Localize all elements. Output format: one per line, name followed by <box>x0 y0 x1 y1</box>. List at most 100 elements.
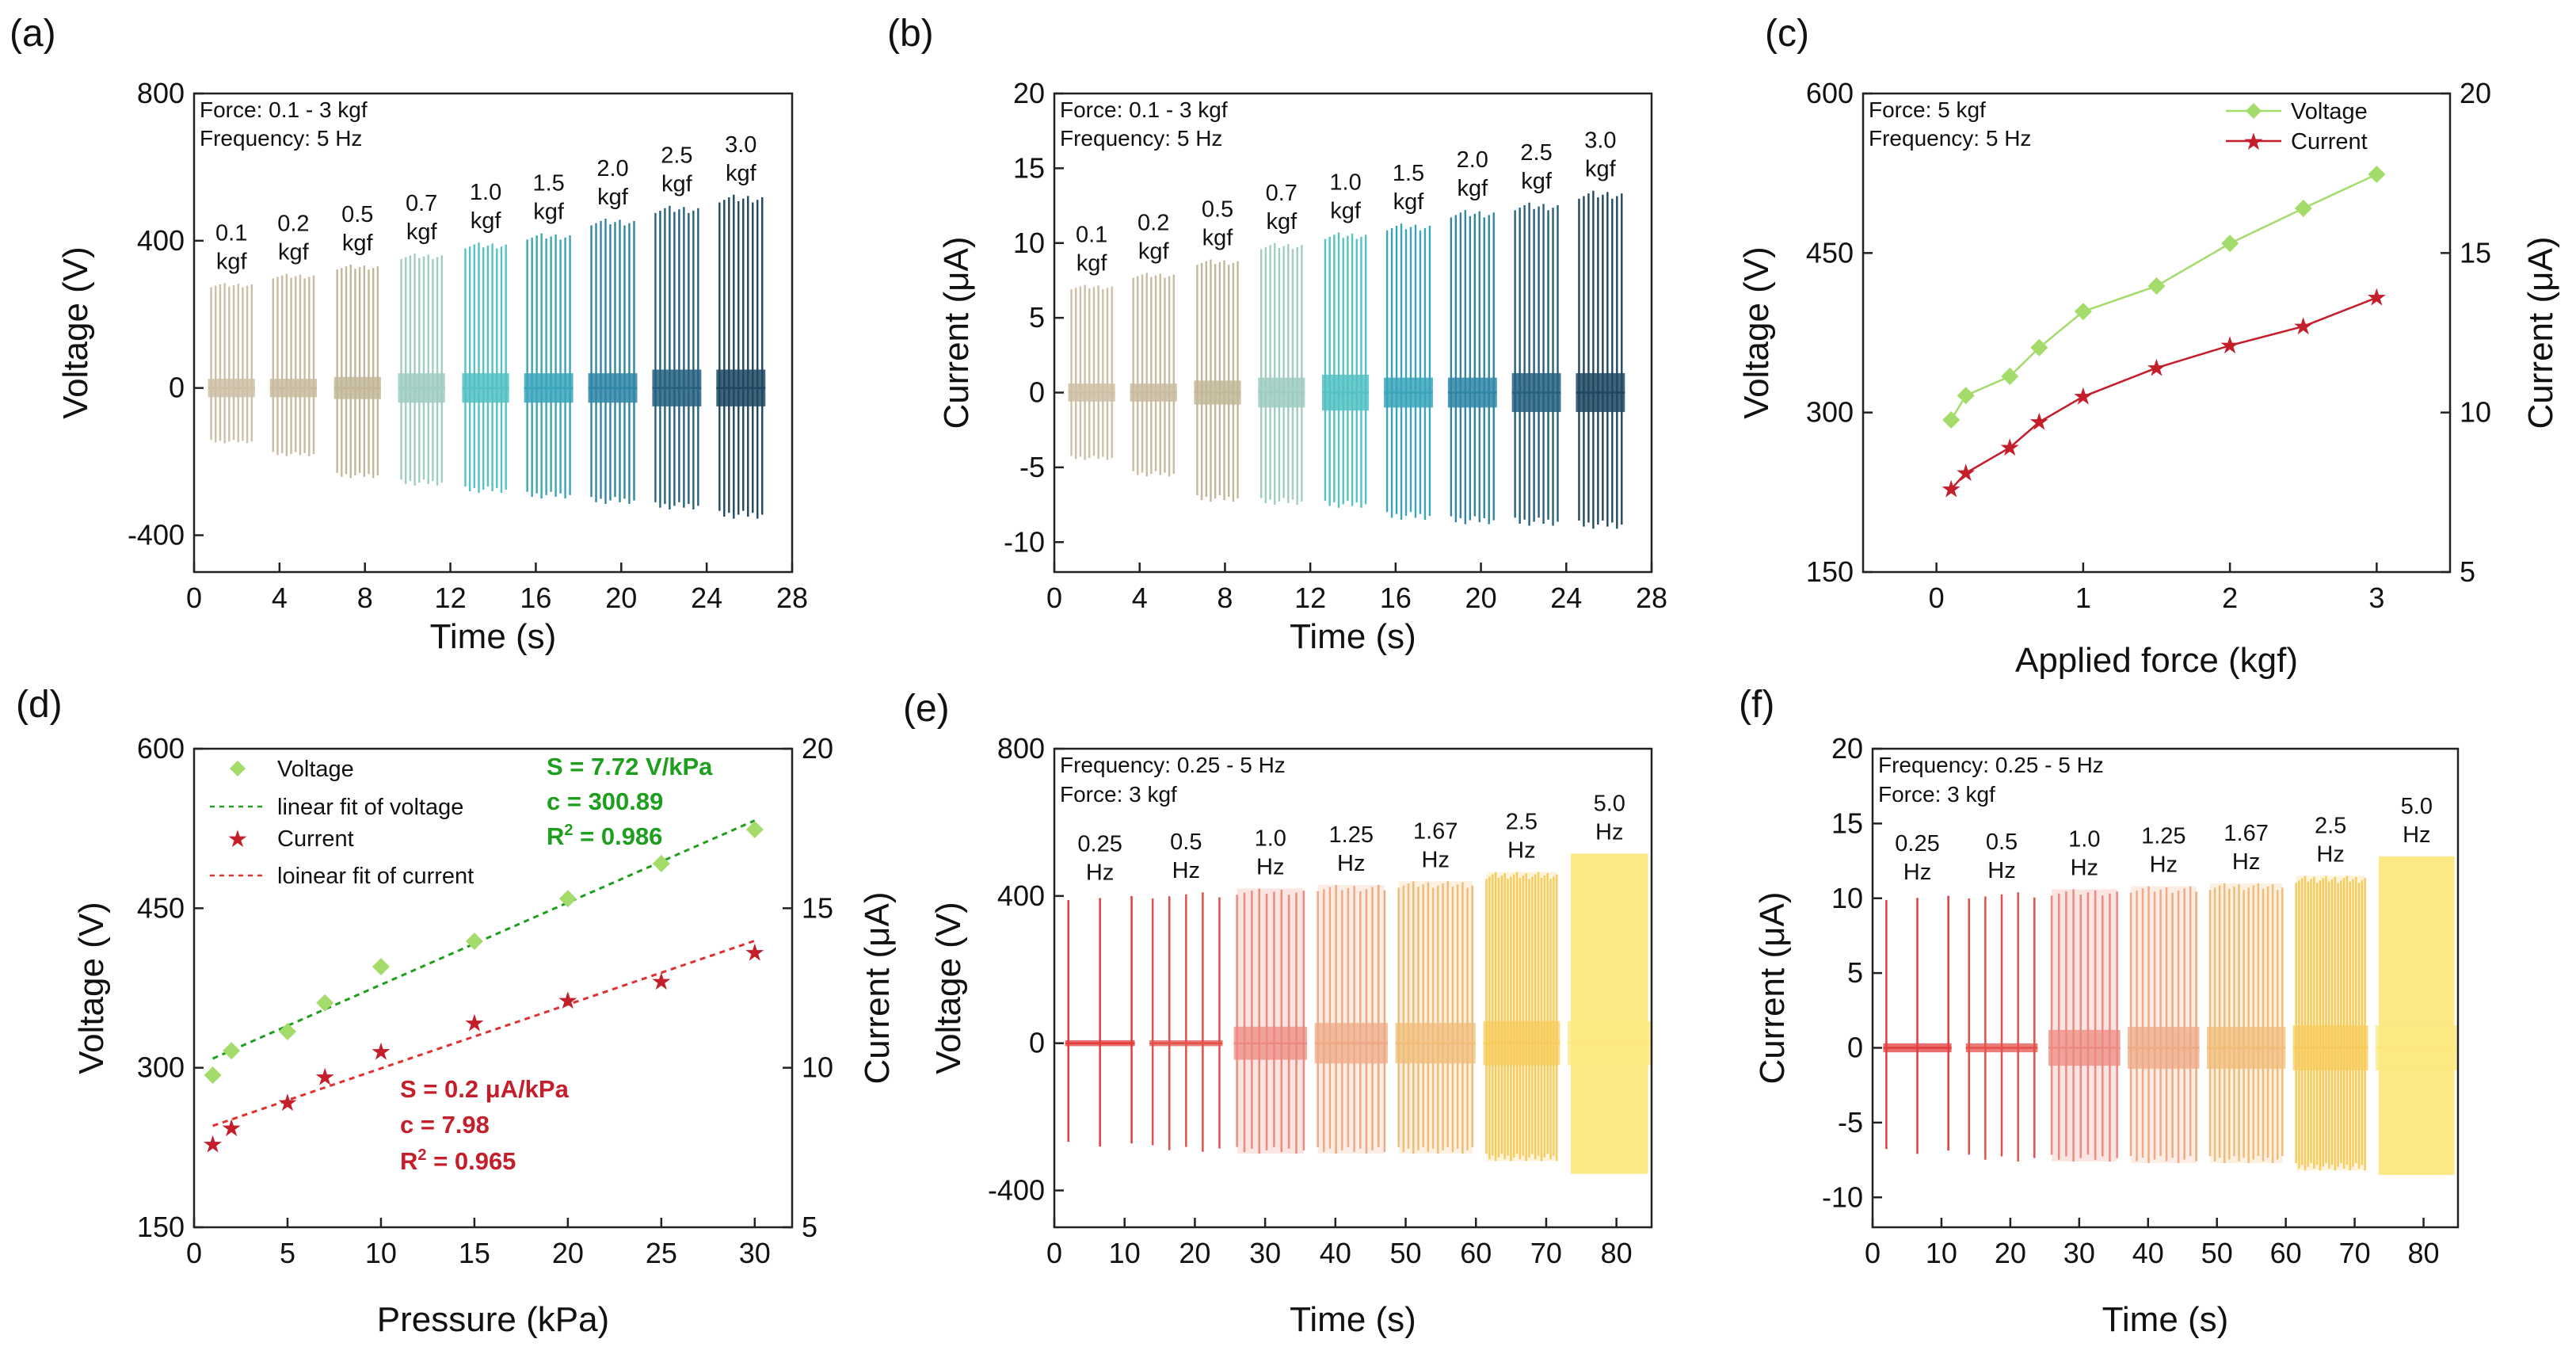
panel-b-label: (b) <box>887 13 934 55</box>
segment-label-value: 1.67 <box>2224 821 2268 846</box>
segment-label-unit: Hz <box>2232 849 2260 875</box>
y-tick-label: 600 <box>137 732 185 765</box>
y-tick-label: 450 <box>1806 236 1854 269</box>
segment-label-value: 2.5 <box>1520 140 1552 166</box>
segment-label-value: 0.5 <box>1986 830 2018 855</box>
signal-segment: 0.5 kgf <box>1194 197 1241 502</box>
x-tick-label: 70 <box>2339 1237 2371 1269</box>
current-point: ★ <box>2072 384 2094 410</box>
y-tick-label: 5 <box>1029 301 1045 334</box>
segment-label-value: 5.0 <box>1594 791 1625 816</box>
segment-label-value: 1.25 <box>2141 824 2185 849</box>
x-tick-label: 4 <box>1132 582 1148 614</box>
panel-b-force-annotation: Force: 0.1 - 3 kgf <box>1060 97 1228 122</box>
x-tick-label: 30 <box>2063 1237 2095 1269</box>
voltage-point <box>372 958 390 976</box>
voltage-point <box>652 854 670 872</box>
y2-tick-label: 20 <box>2460 77 2491 109</box>
current-point: ★ <box>2220 333 2241 359</box>
voltage-point <box>2294 199 2312 217</box>
x-tick-label: 20 <box>1179 1237 1210 1269</box>
segment-label-unit: Hz <box>2150 853 2178 878</box>
signal-segment: 0.2 kgf <box>1130 211 1177 477</box>
panel-a-force-annotation: Force: 0.1 - 3 kgf <box>200 97 368 122</box>
voltage-point <box>223 1042 241 1060</box>
y-tick-label: 10 <box>1013 227 1045 259</box>
x-tick-label: 40 <box>1320 1237 1351 1269</box>
y-tick-label: 0 <box>1029 1027 1045 1059</box>
y2-tick-label: 5 <box>2460 555 2475 588</box>
segment-label-unit: Hz <box>1903 860 1931 885</box>
signal-segment: 1.67 Hz <box>1395 818 1476 1154</box>
panel-c-legend: Voltage ★ Current <box>2226 99 2368 155</box>
segment-label-value: 2.0 <box>1457 147 1488 173</box>
segment-label-value: 1.5 <box>1393 161 1424 186</box>
panel-c-frame <box>1862 92 2452 574</box>
x-tick-label: 1 <box>2075 582 2091 614</box>
panel-a: (a) 0.1 kgf 0.2 kgf 0.5 kgf 0.7 kgf 1.0 kgf 1.5 kgf… <box>10 13 808 656</box>
panel-e-force-annotation: Force: 3 kgf <box>1060 782 1177 807</box>
segment-label-value: 0.5 <box>1202 197 1233 223</box>
segment-label-value: 1.0 <box>470 180 501 205</box>
panel-d-frame <box>192 747 794 1229</box>
signal-segment: 0.25 Hz <box>1883 831 1952 1154</box>
x-tick-label: 8 <box>1217 582 1233 614</box>
signal-segment: 0.5 Hz <box>1149 830 1223 1152</box>
panel-b: (b) 0.1 kgf 0.2 kgf 0.5 kgf 0.7 kgf 1.0 kgf 1.5 kgf… <box>887 13 1667 656</box>
current-point: ★ <box>2292 314 2314 340</box>
signal-envelope <box>2052 889 2117 1162</box>
legend-voltage-fit-label: linear fit of voltage <box>277 795 463 820</box>
panel-f-y-axis-label: Current (μA) <box>1753 892 1792 1085</box>
x-tick-label: 0 <box>1865 1237 1881 1269</box>
segment-label-value: 0.1 <box>1076 223 1107 248</box>
x-tick-label: 10 <box>1926 1237 1957 1269</box>
segment-label-unit: kgf <box>1138 239 1170 265</box>
x-tick-label: 16 <box>520 582 551 614</box>
voltage-fit-r-squared: R2 = 0.986 <box>547 822 662 850</box>
y2-tick-label: 5 <box>802 1211 817 1243</box>
y-tick-label: 600 <box>1806 77 1854 109</box>
signal-block <box>1570 853 1648 1174</box>
signal-segment: 1.25 Hz <box>1314 822 1388 1154</box>
panel-b-plot-marks: 0.1 kgf 0.2 kgf 0.5 kgf 0.7 kgf 1.0 kgf 1.5 kgf 2.0 k… <box>1004 77 1667 614</box>
current-point: ★ <box>1941 476 1962 502</box>
segment-label-value: 1.0 <box>2068 826 2100 852</box>
y-tick-label: 300 <box>137 1051 185 1084</box>
r-symbol: R <box>400 1147 417 1175</box>
segment-label-unit: kgf <box>661 172 693 197</box>
y-tick-label: 15 <box>1013 151 1045 184</box>
signal-envelope <box>1486 872 1557 1162</box>
signal-envelope <box>2296 875 2365 1171</box>
panel-c-y2-axis-label: Current (μA) <box>2521 237 2560 429</box>
panel-e: (e) 0.25Hz0.5Hz1.0Hz1.25Hz1.67Hz2.5Hz5.0… <box>903 688 1653 1339</box>
voltage-point <box>204 1066 222 1085</box>
y-tick-label: -5 <box>1019 451 1045 483</box>
signal-segment: 2.5 Hz <box>2292 813 2368 1171</box>
current-point: ★ <box>463 1010 485 1036</box>
signal-envelope <box>2210 883 2283 1163</box>
segment-label-unit: kgf <box>1457 176 1488 201</box>
legend-voltage-marker <box>2246 103 2262 119</box>
signal-envelope <box>1237 888 1304 1154</box>
panel-a-x-axis-label: Time (s) <box>430 617 557 656</box>
voltage-point <box>2368 166 2386 184</box>
y-tick-label: 800 <box>137 77 185 109</box>
segment-label-unit: kgf <box>216 249 248 274</box>
signal-segment: 0.5 kgf <box>333 202 381 479</box>
signal-segment: 0.7 kgf <box>1258 181 1305 505</box>
y-tick-label: 800 <box>997 732 1045 765</box>
segment-label-value: 2.0 <box>596 156 628 181</box>
x-tick-label: 50 <box>1390 1237 1422 1269</box>
current-point: ★ <box>650 969 672 995</box>
r-superscript: 2 <box>417 1146 426 1164</box>
y-tick-label: 15 <box>1831 807 1863 839</box>
y2-tick-label: 10 <box>802 1051 833 1084</box>
current-line <box>1950 296 2377 490</box>
y-tick-label: 0 <box>169 372 185 404</box>
voltage-point <box>465 932 483 950</box>
segment-label-value: 0.5 <box>1170 830 1202 855</box>
panel-c-force-annotation: Force: 5 kgf <box>1869 97 1986 122</box>
x-tick-label: 0 <box>186 582 202 614</box>
panel-d-y-axis-label: Voltage (V) <box>72 902 111 1074</box>
segment-label-unit: kgf <box>1330 199 1362 224</box>
